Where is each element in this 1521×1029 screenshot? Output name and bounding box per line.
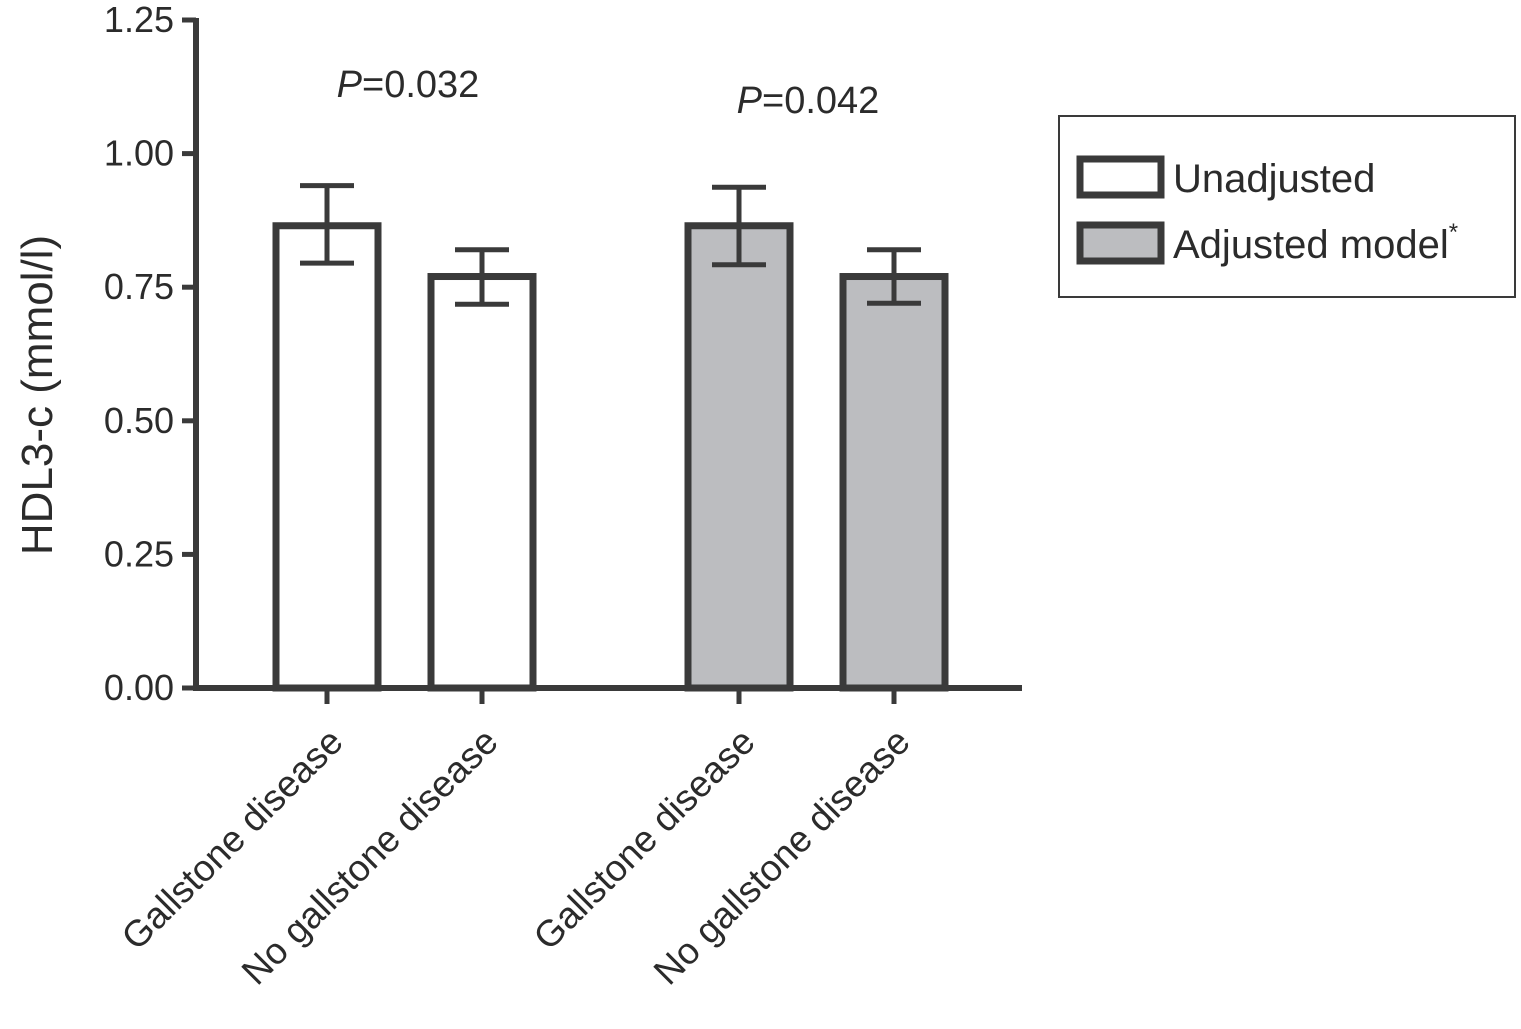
y-tick-label: 0.50 (104, 400, 174, 441)
x-tick-label: No gallstone disease (234, 721, 506, 993)
legend-label-adjusted-text: Adjusted model (1173, 223, 1449, 267)
bar-unadjusted-2 (427, 273, 537, 692)
y-tick-label: 1.25 (104, 0, 174, 40)
axis-layer (182, 17, 1022, 704)
bar-adjusted-1 (684, 222, 794, 692)
y-tick-label: 1.00 (104, 133, 174, 174)
bar-adjusted-2 (839, 273, 949, 692)
y-axis-title: HDL3-c (mmol/l) (13, 235, 62, 555)
p-value-prefix: P (337, 64, 363, 106)
legend-label-unadjusted: Unadjusted (1173, 157, 1375, 201)
y-tick-label: 0.00 (104, 667, 174, 708)
legend-frame (1058, 115, 1516, 298)
legend-label-adjusted: Adjusted model* (1173, 219, 1458, 267)
p-value-prefix: P (737, 80, 763, 122)
p-value-text: =0.032 (362, 64, 479, 106)
x-tick-label: No gallstone disease (646, 721, 918, 993)
p-value-text: =0.042 (762, 80, 879, 122)
p-value-annotation-adjusted: P=0.042 (737, 80, 880, 122)
bar-unadjusted-1 (272, 222, 382, 692)
legend: Unadjusted Adjusted model* (1058, 115, 1516, 298)
legend-swatch-unadjusted (1076, 155, 1165, 199)
y-tick-label: 0.75 (104, 266, 174, 307)
legend-superscript: * (1449, 219, 1458, 246)
legend-swatch-adjusted (1076, 221, 1165, 265)
y-tick-label: 0.25 (104, 533, 174, 574)
p-value-annotation-unadjusted: P=0.032 (337, 64, 480, 106)
bars-layer (272, 183, 949, 692)
